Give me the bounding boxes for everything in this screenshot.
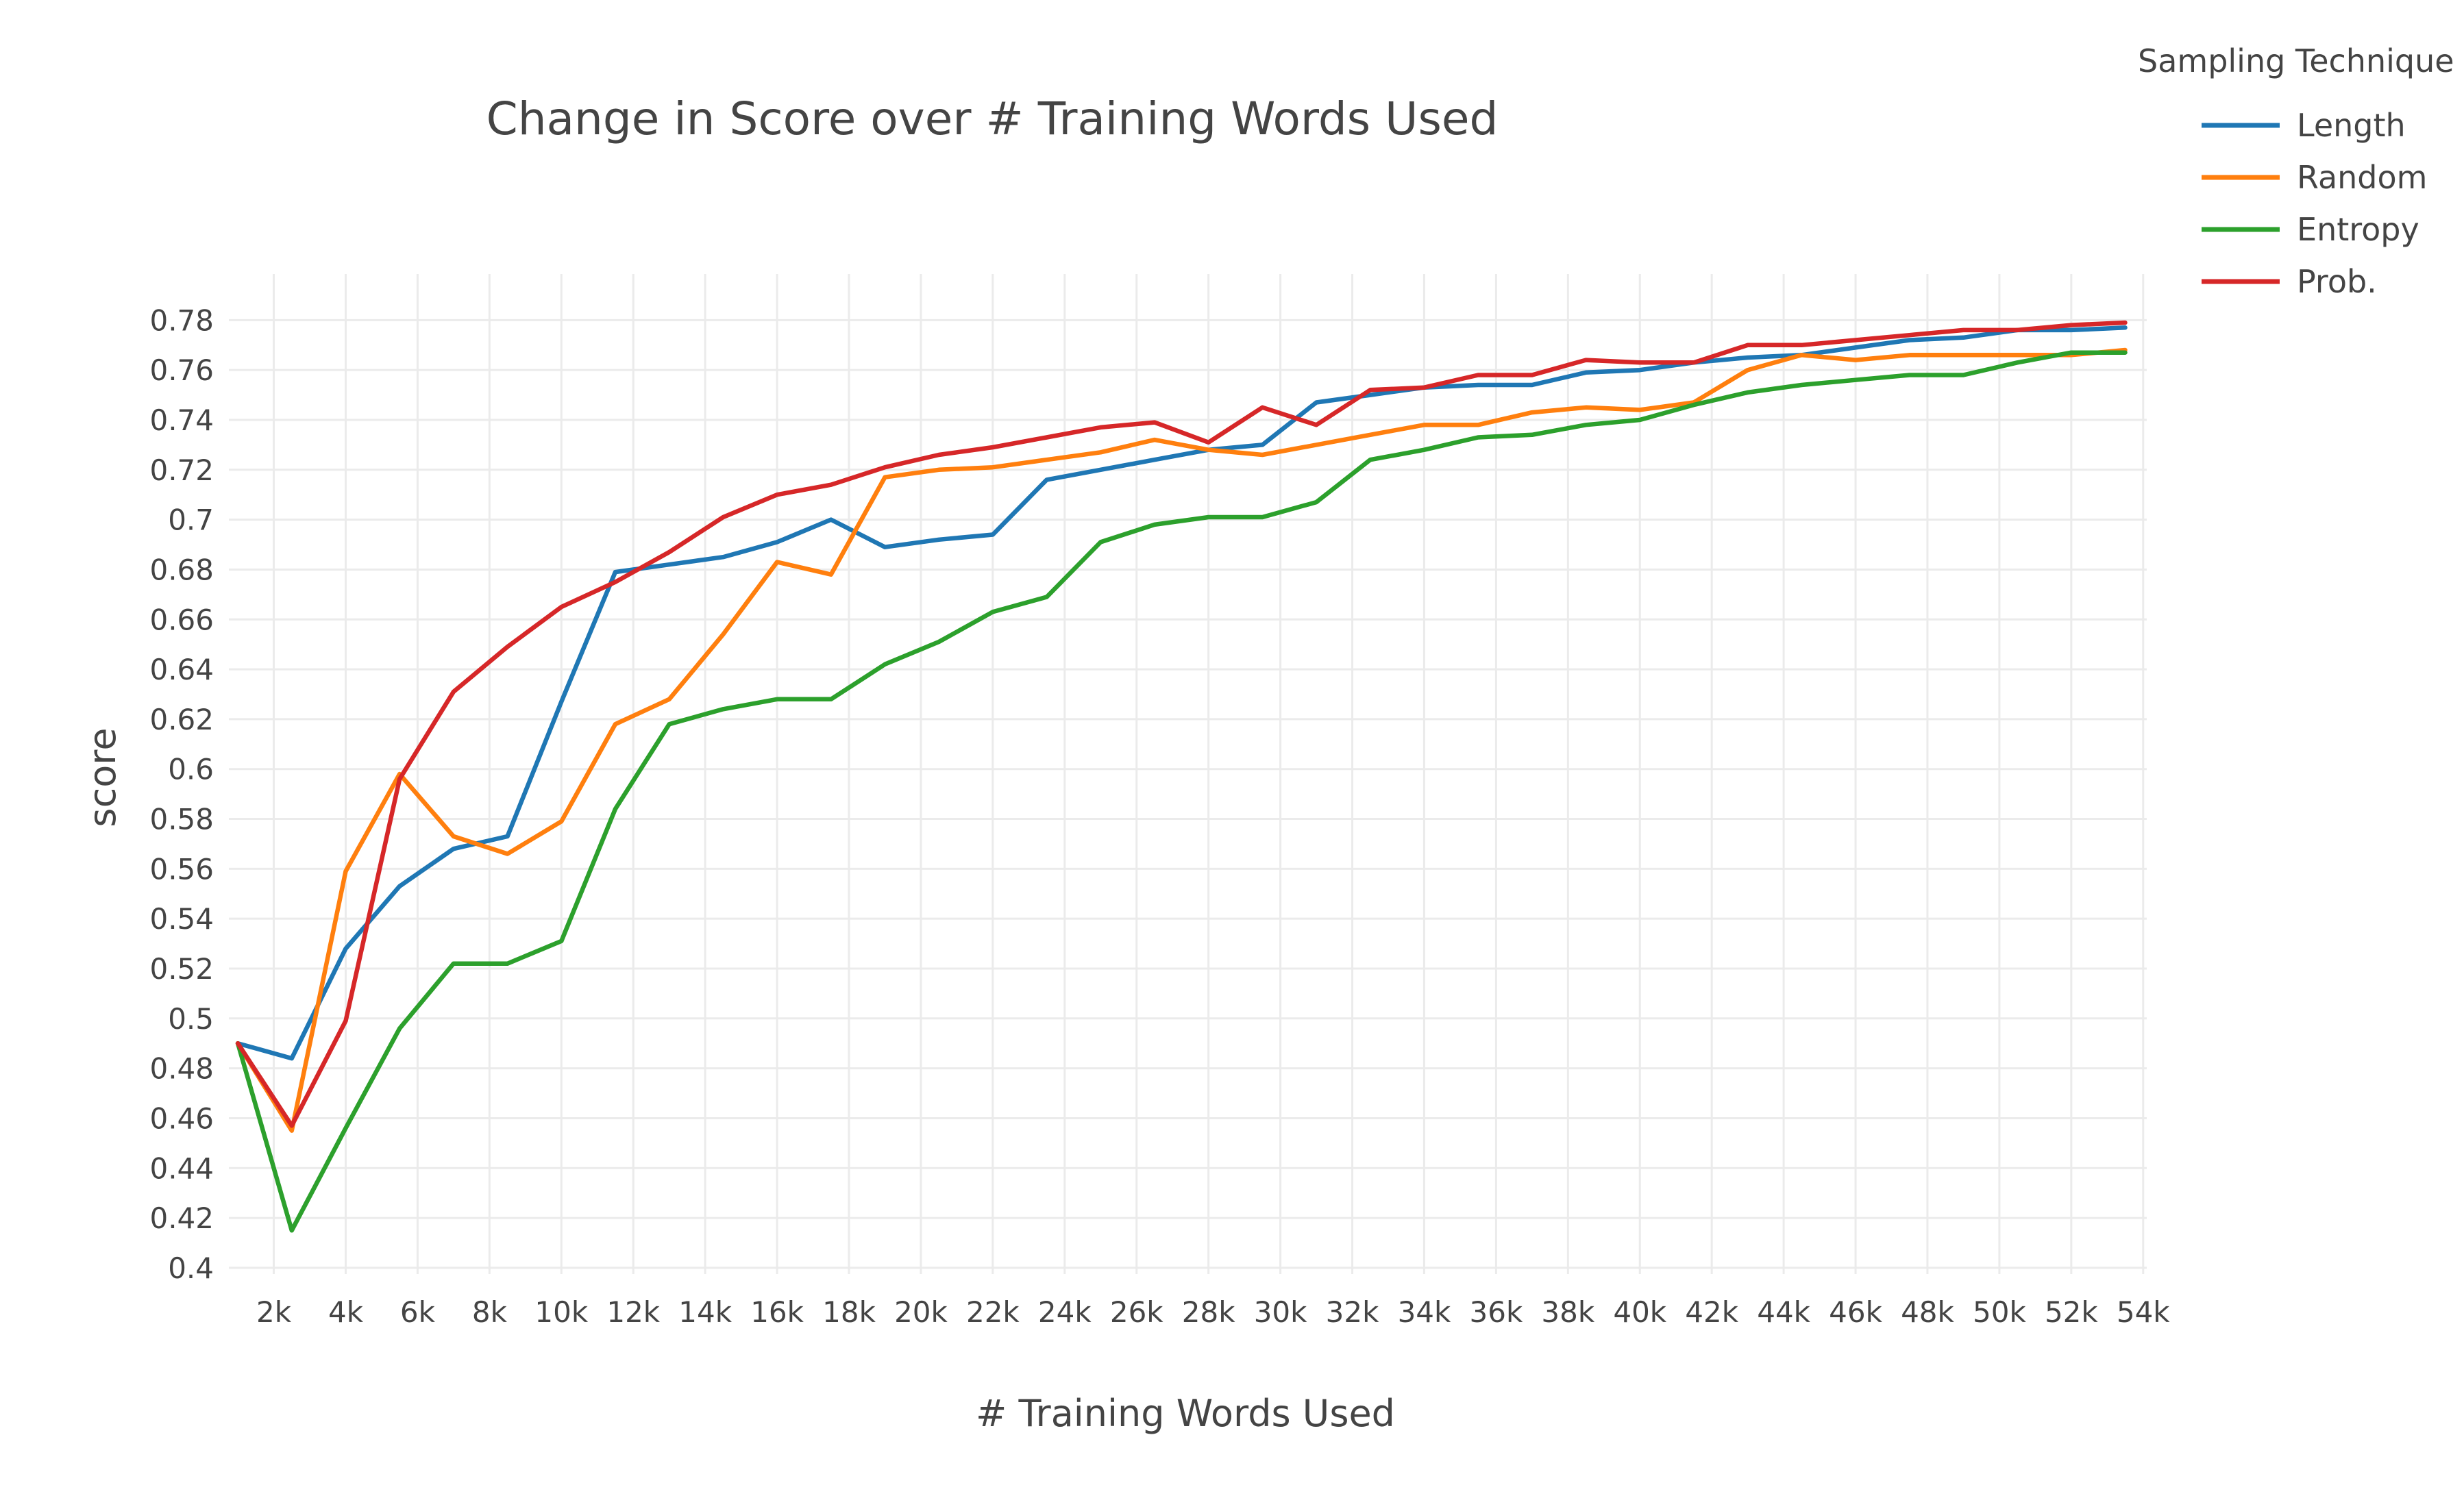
y-tick-label: 0.56 [149,852,214,886]
y-tick-label: 0.68 [149,553,214,586]
x-tick-label: 28k [1182,1295,1235,1329]
x-axis-title: # Training Words Used [976,1392,1395,1435]
y-tick-label: 0.62 [149,703,214,736]
legend-title: Sampling Technique [2138,42,2454,79]
x-tick-label: 18k [822,1295,876,1329]
y-tick-label: 0.78 [149,303,214,337]
series-line-random [235,347,2128,1133]
series-line-entropy [235,350,2128,1233]
x-tick-label: 16k [750,1295,804,1329]
legend-label-length: Length [2297,107,2406,144]
x-tick-label: 6k [400,1295,436,1329]
legend-label-random: Random [2297,159,2427,196]
x-tick-label: 10k [534,1295,588,1329]
x-axis-ticks: 2k 4k 6k 8k 10k 12k 14k 16k 18k 20k 22k 24k 26k 28k 30… [256,1295,2170,1329]
y-tick-label: 0.54 [149,902,214,936]
x-tick-label: 42k [1685,1295,1738,1329]
x-tick-label: 4k [328,1295,364,1329]
x-tick-label: 54k [2117,1295,2170,1329]
x-tick-label: 12k [606,1295,660,1329]
x-gridlines [273,274,2145,1274]
x-tick-label: 40k [1613,1295,1666,1329]
x-tick-label: 14k [678,1295,732,1329]
y-tick-label: 0.42 [149,1201,214,1235]
y-tick-label: 0.74 [149,403,214,437]
y-tick-label: 0.7 [168,503,214,537]
x-tick-label: 20k [894,1295,948,1329]
y-tick-label: 0.76 [149,353,214,387]
x-tick-label: 2k [256,1295,292,1329]
y-gridlines [229,319,2147,1269]
y-tick-label: 0.48 [149,1052,214,1086]
y-tick-label: 0.6 [168,753,214,786]
legend-label-entropy: Entropy [2297,211,2419,248]
y-tick-label: 0.52 [149,952,214,986]
legend-items: Length Random Entropy Prob. [2202,107,2427,300]
legend-label-prob: Prob. [2297,263,2377,300]
x-tick-label: 52k [2045,1295,2098,1329]
x-tick-label: 48k [1901,1295,1954,1329]
y-axis-title: score [81,727,124,827]
x-tick-label: 22k [966,1295,1020,1329]
series-lines [235,320,2128,1233]
x-tick-label: 46k [1829,1295,1882,1329]
x-tick-label: 30k [1254,1295,1307,1329]
x-tick-label: 8k [472,1295,508,1329]
x-tick-label: 44k [1757,1295,1810,1329]
series-line-length [235,325,2128,1061]
x-tick-label: 34k [1398,1295,1451,1329]
y-tick-label: 0.64 [149,653,214,686]
y-tick-label: 0.72 [149,453,214,487]
chart-title: Change in Score over # Training Words Us… [486,92,1499,145]
y-tick-label: 0.44 [149,1151,214,1185]
y-tick-label: 0.46 [149,1101,214,1135]
y-tick-label: 0.66 [149,603,214,636]
x-tick-label: 36k [1470,1295,1523,1329]
series-line-prob [235,320,2128,1128]
x-tick-label: 38k [1541,1295,1594,1329]
y-tick-label: 0.5 [168,1002,214,1036]
x-tick-label: 32k [1326,1295,1379,1329]
y-axis-ticks: 0.4 0.42 0.44 0.46 0.48 0.5 0.52 0.54 0.56 0.58 0.… [149,303,214,1285]
x-tick-label: 50k [1973,1295,2026,1329]
legend: Sampling Technique Length Random Entropy Pr… [2138,42,2454,300]
x-tick-label: 24k [1038,1295,1092,1329]
y-tick-label: 0.58 [149,803,214,836]
y-tick-label: 0.4 [168,1251,214,1285]
x-tick-label: 26k [1110,1295,1163,1329]
